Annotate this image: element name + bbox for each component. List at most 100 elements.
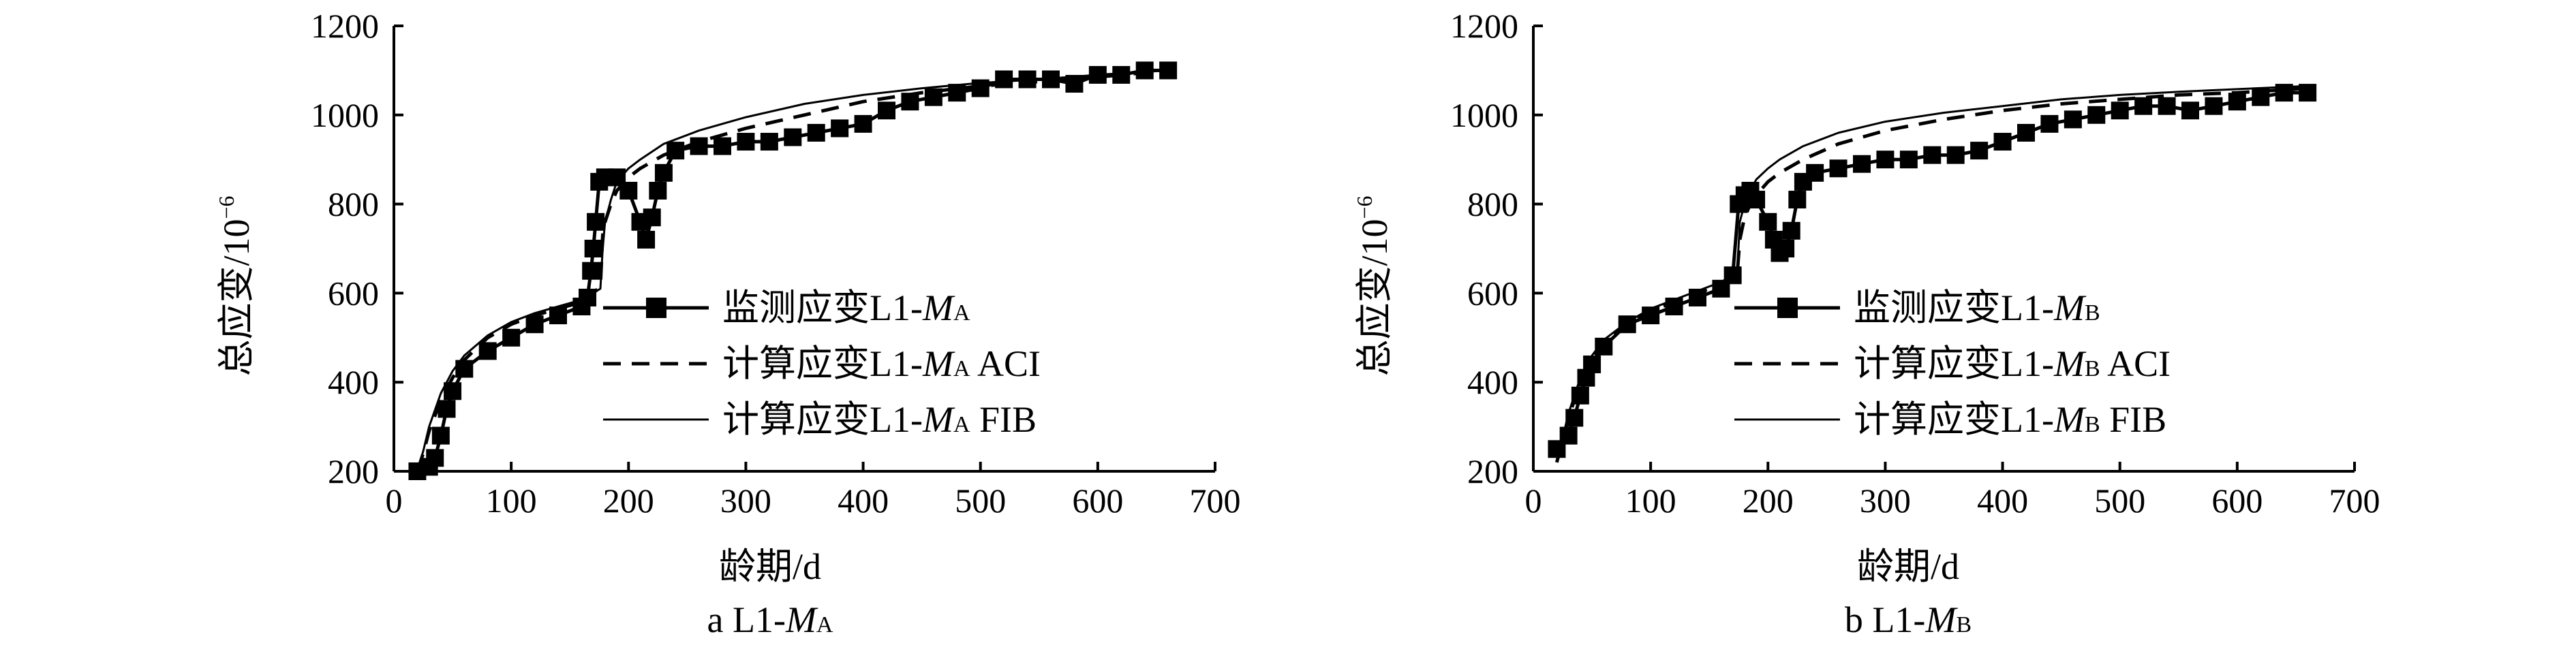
chart-a-x-tick-label: 0 [386, 482, 403, 520]
chart-b-measured-point [1806, 163, 1824, 182]
chart-b-caption: b L1-MB [1845, 599, 1972, 640]
chart-b-measured-point [1777, 240, 1795, 257]
chart-a-y-tick-label: 1200 [311, 7, 379, 45]
chart-a-x-tick-label: 600 [1072, 482, 1123, 520]
chart-b-legend-text-fib: 计算应变L1-MB FIB [1854, 399, 2166, 440]
chart-b-measured-point [2040, 114, 2059, 133]
chart-b-x-tick-label: 700 [2329, 482, 2380, 520]
chart-a-x-tick-label: 200 [603, 482, 654, 520]
chart-a-y-tick-label: 200 [328, 452, 379, 490]
chart-b-measured-point [1993, 133, 2012, 151]
chart-a-caption: a L1-MA [707, 599, 833, 640]
chart-b-measured-point [1782, 221, 1800, 240]
chart-a-measured-point [878, 101, 895, 120]
chart-b-x-tick-label: 500 [2094, 482, 2145, 520]
chart-b-y-tick-label: 1000 [1450, 96, 1518, 134]
chart-b-axes [1532, 26, 2355, 473]
chart-a-measured-point [444, 382, 462, 400]
chart-a-legend-entry-measured: 监测应变L1-MA [603, 287, 970, 328]
chart-a-measured-point [426, 449, 444, 467]
chart-b-measured-point [2205, 97, 2223, 115]
chart-b-measured-point [2228, 93, 2246, 111]
chart-b-measured-point [2064, 110, 2082, 129]
chart-a-series-group [408, 61, 1178, 480]
chart-a-measured-point [649, 181, 667, 200]
chart-b-measured-point [2181, 101, 2199, 120]
chart-a-x-tick-label: 700 [1190, 482, 1241, 520]
legend-swatch-measured-marker [1777, 298, 1798, 318]
chart-a-axes [393, 26, 1215, 473]
chart-b-legend-entry-aci: 计算应变L1-MB ACI [1734, 343, 2171, 384]
chart-a-x-axis-label: 龄期/d [719, 546, 821, 587]
chart-b-legend-entry-fib: 计算应变L1-MB FIB [1734, 399, 2166, 440]
chart-a-measured-point [784, 128, 802, 146]
chart-a-series-fib-line [416, 69, 1169, 472]
chart-a-x-ticks: 0 100 200 300 400 500 600 700 [386, 462, 1241, 520]
chart-a-measured-point [831, 119, 849, 138]
chart-a-measured-point [714, 137, 731, 155]
chart-a-x-tick-label: 100 [486, 482, 537, 520]
chart-a-legend-entry-fib: 计算应变L1-MA FIB [603, 399, 1037, 440]
chart-a-measured-point [431, 426, 450, 445]
chart-b-x-tick-label: 200 [1743, 482, 1794, 520]
chart-a-measured-point [666, 142, 685, 160]
chart-b-measured-point [1970, 142, 1989, 160]
chart-b-x-tick-label: 100 [1625, 482, 1676, 520]
chart-a-measured-point [525, 315, 544, 334]
chart-a-measured-point [737, 133, 755, 151]
legend-swatch-measured-marker [646, 298, 666, 318]
chart-b-measured-point [1946, 146, 1965, 164]
chart-b-series-aci-line [1554, 86, 2308, 463]
chart-b-measured-point [1899, 151, 1918, 169]
chart-a-measured-point [587, 212, 605, 231]
chart-b-legend: 监测应变L1-MB 计算应变L1-MB ACI 计算应变L1-MB FIB [1734, 287, 2171, 440]
chart-b-x-tick-label: 300 [1860, 482, 1911, 520]
chart-b-measured-point [1876, 151, 1895, 169]
chart-b-measured-point [1829, 159, 1847, 178]
chart-a-legend: 监测应变L1-MA 计算应变L1-MA ACI 计算应变L1-MA FIB [603, 287, 1041, 440]
chart-a-measured-point [654, 163, 673, 182]
chart-b-legend-text-measured: 监测应变L1-MB [1854, 287, 2100, 328]
chart-b-y-axis-label: 总应变/10−6 [1352, 195, 1395, 376]
chart-b-measured-point [1853, 155, 1871, 173]
chart-a-y-tick-label: 800 [328, 185, 379, 223]
chart-b-x-tick-label: 0 [1525, 482, 1542, 520]
chart-b-measured-point [2017, 123, 2035, 142]
chart-b-legend-text-aci: 计算应变L1-MB ACI [1854, 343, 2171, 384]
chart-a-y-axis-label: 总应变/10−6 [214, 195, 257, 376]
chart-a-y-tick-label: 600 [328, 274, 379, 312]
chart-a-measured-point [637, 230, 656, 249]
chart-a-x-tick-label: 500 [955, 482, 1006, 520]
chart-b-legend-entry-measured: 监测应变L1-MB [1734, 287, 2100, 328]
chart-a-y-tick-label: 1000 [311, 96, 379, 134]
chart-b-y-tick-label: 600 [1467, 274, 1518, 312]
chart-b-measured-point [2134, 97, 2153, 115]
chart-b-y-tick-label: 800 [1467, 185, 1518, 223]
chart-b-series-group [1548, 84, 2317, 463]
chart-b-measured-point [1788, 191, 1807, 209]
chart-b-series-fib-line [1555, 84, 2308, 463]
chart-a-legend-entry-aci: 计算应变L1-MA ACI [603, 343, 1041, 384]
chart-b-x-ticks: 0 100 200 300 400 500 600 700 [1525, 462, 2380, 520]
chart-b-y-tick-label: 200 [1467, 452, 1518, 490]
chart-b-x-tick-label: 600 [2211, 482, 2263, 520]
chart-a-measured-point [807, 123, 825, 142]
chart-a-y-ticks: 200 400 600 800 1000 1200 [311, 7, 403, 490]
chart-a-measured-point [502, 328, 521, 347]
chart-b-measured-point [2087, 106, 2106, 124]
chart-b-measured-point [1923, 146, 1942, 164]
chart-b-y-tick-label: 400 [1467, 363, 1518, 401]
chart-a-measured-point [643, 208, 661, 227]
chart-a-measured-point [582, 262, 600, 280]
chart-b-measured-point [1759, 212, 1777, 231]
chart-a-legend-text-fib: 计算应变L1-MA FIB [722, 399, 1037, 440]
chart-a-y-tick-label: 400 [328, 363, 379, 401]
chart-a-legend-text-measured: 监测应变L1-MA [722, 287, 970, 328]
chart-b-measured-point [2111, 101, 2129, 120]
chart-panel-a: 0 100 200 300 400 500 600 700 200 400 600 800 1000 1… [214, 7, 1241, 640]
chart-a-legend-text-aci: 计算应变L1-MA ACI [722, 343, 1041, 384]
chart-a-measured-point [854, 114, 872, 133]
chart-b-y-tick-label: 1200 [1450, 7, 1518, 45]
chart-a-measured-point [760, 133, 778, 151]
